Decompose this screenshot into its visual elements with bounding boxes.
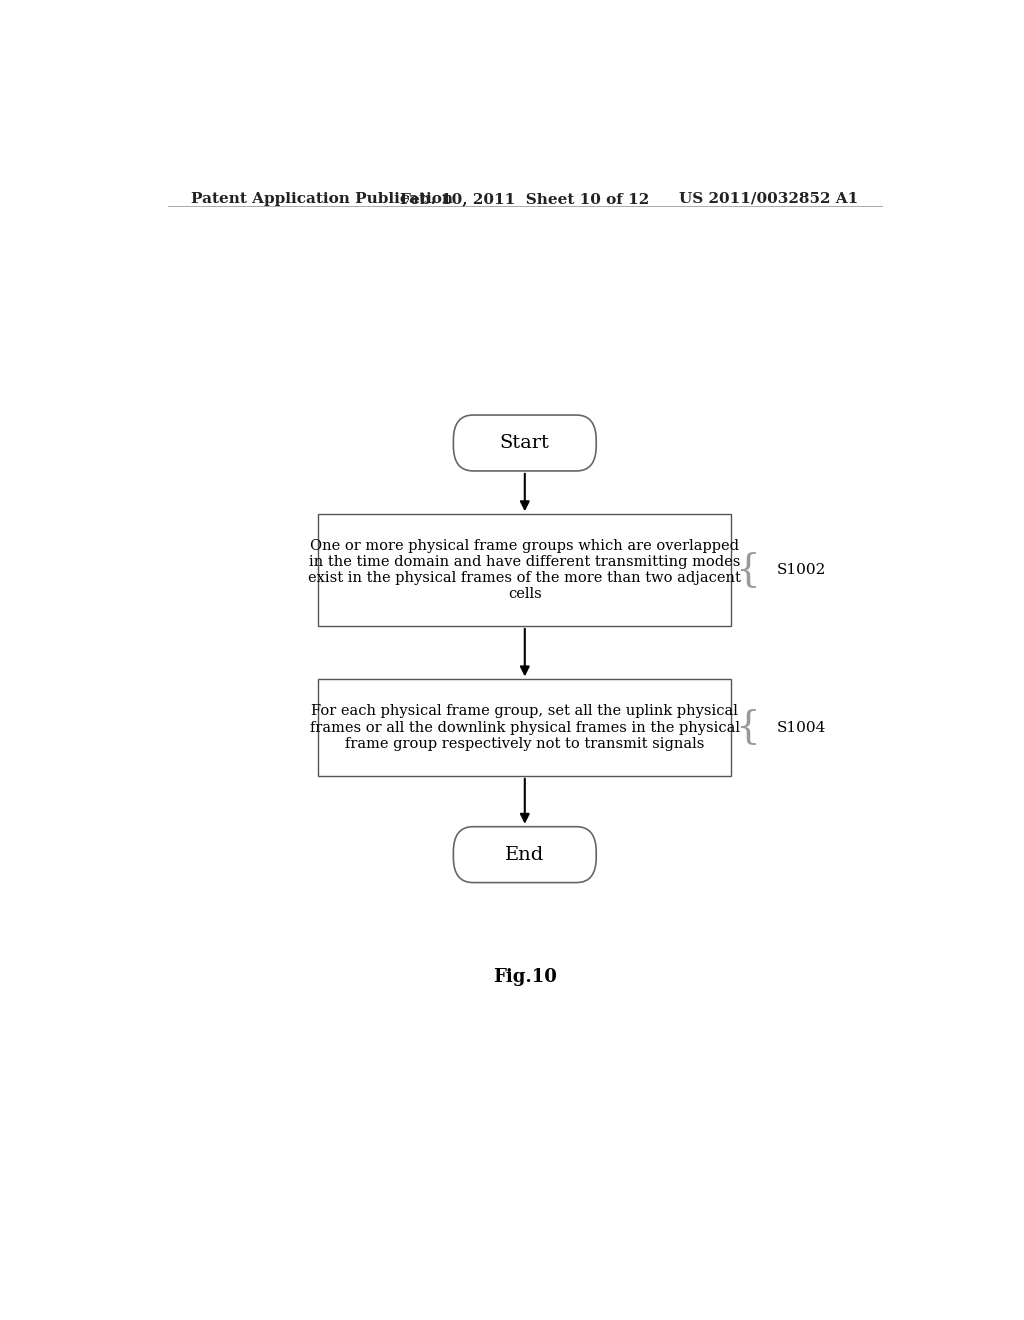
Bar	[318, 680, 731, 776]
FancyBboxPatch shape	[454, 826, 596, 883]
Text: Feb. 10, 2011  Sheet 10 of 12: Feb. 10, 2011 Sheet 10 of 12	[400, 191, 649, 206]
Text: {: {	[735, 709, 760, 746]
Text: Fig.10: Fig.10	[493, 968, 557, 986]
Text: S1002: S1002	[777, 564, 826, 577]
Text: One or more physical frame groups which are overlapped
in the time domain and ha: One or more physical frame groups which …	[308, 539, 741, 602]
Text: For each physical frame group, set all the uplink physical
frames or all the dow: For each physical frame group, set all t…	[310, 705, 739, 751]
FancyBboxPatch shape	[454, 414, 596, 471]
Text: US 2011/0032852 A1: US 2011/0032852 A1	[679, 191, 858, 206]
Text: Start: Start	[500, 434, 550, 451]
Text: Patent Application Publication: Patent Application Publication	[191, 191, 454, 206]
Text: {: {	[735, 552, 760, 589]
Bar	[318, 515, 731, 626]
Text: End: End	[505, 846, 545, 863]
Text: S1004: S1004	[777, 721, 826, 735]
